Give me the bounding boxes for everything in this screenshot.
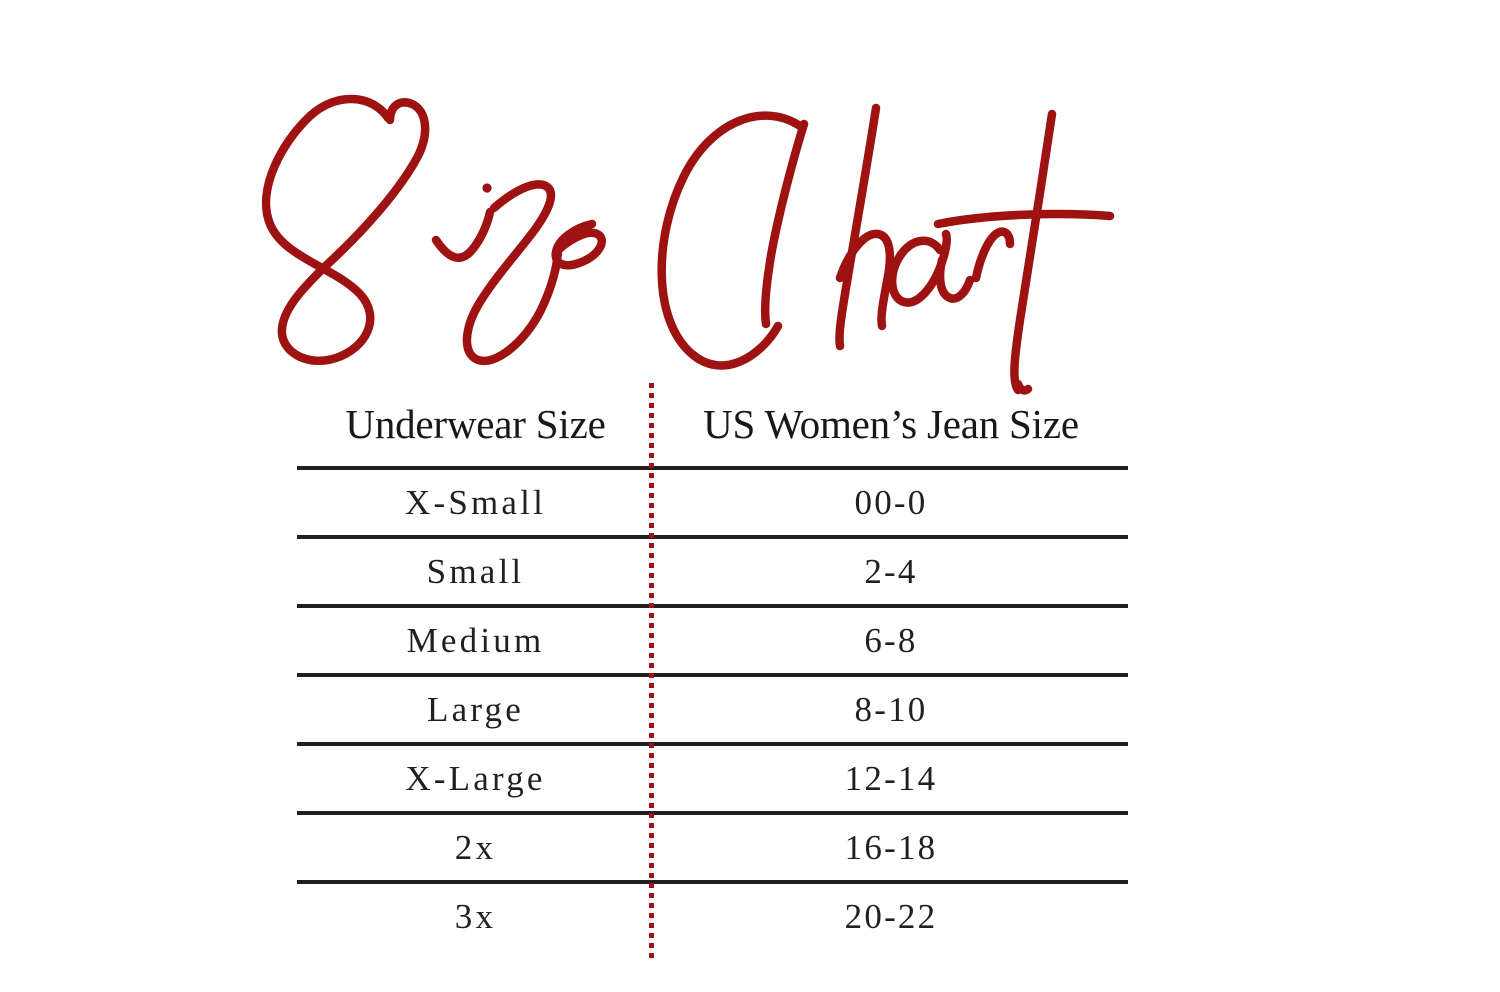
- column-header-jean-size: US Women’s Jean Size: [703, 401, 1079, 447]
- row-rule: [297, 535, 1128, 539]
- cell-jean-size: 6-8: [864, 621, 918, 660]
- table-header-row: Underwear Size US Women’s Jean Size: [297, 383, 1128, 466]
- cell-underwear-size: X-Large: [405, 759, 546, 798]
- cell-underwear-size: Medium: [406, 621, 545, 660]
- row-rule: [297, 811, 1128, 815]
- size-table: Underwear Size US Women’s Jean Size X-Sm…: [297, 383, 1128, 949]
- cell-jean-size: 20-22: [844, 897, 938, 936]
- row-rule: [297, 880, 1128, 884]
- table-row: 3x 20-22: [297, 884, 1128, 949]
- column-header-underwear-size: Underwear Size: [345, 401, 606, 447]
- cell-jean-size: 2-4: [864, 552, 918, 591]
- table-row: Large 8-10: [297, 677, 1128, 742]
- column-divider-dotted: [649, 383, 654, 961]
- table-row: Small 2-4: [297, 539, 1128, 604]
- header-rule: [297, 466, 1128, 470]
- table-row: X-Large 12-14: [297, 746, 1128, 811]
- cell-jean-size: 12-14: [844, 759, 938, 798]
- cell-underwear-size: Small: [426, 552, 525, 591]
- table-row: 2x 16-18: [297, 815, 1128, 880]
- row-rule: [297, 673, 1128, 677]
- cell-jean-size: 16-18: [844, 828, 938, 867]
- row-rule: [297, 604, 1128, 608]
- cell-underwear-size: 2x: [454, 828, 497, 867]
- size-chart-script-title-icon: [261, 94, 1115, 395]
- cell-underwear-size: X-Small: [404, 483, 546, 522]
- table-row: Medium 6-8: [297, 608, 1128, 673]
- cell-underwear-size: Large: [427, 690, 524, 729]
- cell-jean-size: 00-0: [854, 483, 928, 522]
- table-row: X-Small 00-0: [297, 470, 1128, 535]
- row-rule: [297, 742, 1128, 746]
- cell-jean-size: 8-10: [854, 690, 928, 729]
- cell-underwear-size: 3x: [454, 897, 497, 936]
- page-title: Size Chart: [240, 72, 1140, 395]
